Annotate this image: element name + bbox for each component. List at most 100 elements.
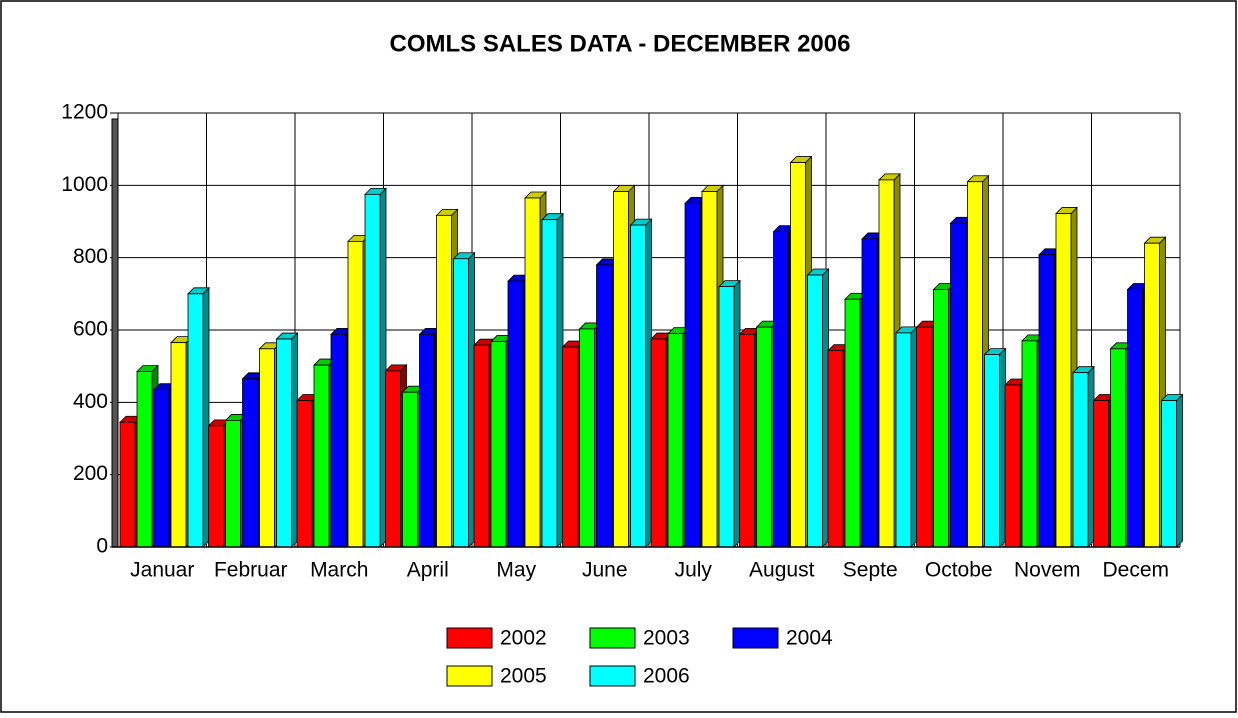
legend-label: 2005: [500, 665, 547, 688]
bar-side: [822, 268, 829, 548]
x-tick-label: Septe: [843, 559, 898, 582]
legend-swatch: [732, 627, 779, 649]
y-tick-label: 200: [73, 462, 108, 485]
legend-swatch: [446, 627, 493, 649]
bar: [1144, 242, 1160, 548]
bar: [1038, 254, 1055, 548]
bar: [208, 425, 224, 548]
bar-side: [1176, 393, 1183, 548]
bar: [1021, 340, 1038, 548]
bar: [827, 350, 844, 548]
bar: [1161, 400, 1177, 548]
bar: [756, 326, 772, 548]
bar: [1004, 384, 1021, 548]
bar: [276, 338, 292, 548]
bar: [967, 181, 983, 548]
y-tick-label: 400: [73, 390, 108, 413]
bar: [153, 389, 170, 548]
bar: [313, 364, 330, 548]
bar: [1127, 289, 1143, 548]
y-tick-label: 0: [96, 535, 108, 558]
bar: [844, 298, 861, 548]
x-tick-label: Februar: [214, 559, 288, 582]
bar: [667, 333, 684, 548]
bar: [242, 378, 258, 548]
x-tick-label: Decem: [1102, 559, 1169, 582]
bar: [630, 224, 646, 548]
bar-side: [1087, 365, 1095, 548]
y-tick-label: 800: [73, 245, 108, 268]
bar: [225, 420, 241, 548]
bar: [790, 162, 806, 548]
bar: [613, 191, 629, 548]
bar-side: [733, 279, 741, 548]
y-tick-label: 600: [73, 318, 108, 341]
bar: [933, 289, 949, 548]
legend-swatch: [589, 665, 636, 687]
y-tick-label: 1000: [61, 173, 108, 196]
bar: [739, 333, 755, 548]
bar: [364, 193, 381, 548]
bar: [490, 341, 507, 548]
bar: [507, 280, 524, 548]
bar: [296, 400, 313, 548]
bar: [347, 240, 364, 548]
bar: [1110, 348, 1126, 548]
bar: [596, 264, 612, 548]
bar: [984, 354, 1000, 548]
bar: [878, 179, 895, 548]
bar: [419, 333, 435, 548]
legend-label: 2002: [500, 627, 547, 650]
bar-side: [556, 212, 564, 548]
legend-swatch: [446, 665, 493, 687]
bar: [330, 333, 347, 548]
axes: 0 200 400 600 800 1000 1200 Januar Februar March A…: [61, 101, 1180, 582]
bar-side: [645, 218, 652, 548]
bar: [861, 238, 878, 548]
x-tick-label: August: [749, 559, 815, 582]
bar: [773, 231, 789, 548]
bar: [119, 421, 136, 548]
bar: [684, 203, 701, 548]
bar: [473, 344, 490, 548]
x-tick-label: April: [407, 559, 449, 582]
bar-side: [910, 325, 918, 548]
bar: [807, 274, 823, 548]
bar: [385, 370, 401, 548]
x-tick-label: Novem: [1014, 559, 1081, 582]
bar-side: [999, 347, 1006, 548]
x-tick-label: June: [582, 559, 628, 582]
x-tick-label: March: [310, 559, 368, 582]
bar: [436, 214, 452, 548]
bar: [1093, 400, 1109, 548]
x-tick-label: May: [496, 559, 536, 582]
x-tick-label: Januar: [130, 559, 194, 582]
bar: [1055, 213, 1072, 548]
bar: [136, 371, 153, 548]
x-tick-label: Octobe: [925, 559, 993, 582]
legend: 2002 2003 2004 2005 2006: [446, 627, 833, 688]
bar: [562, 346, 578, 548]
bar: [402, 391, 418, 548]
bar: [524, 197, 541, 548]
bars: [119, 155, 1184, 548]
bar: [916, 326, 932, 548]
legend-label: 2004: [786, 627, 833, 650]
bar: [718, 286, 735, 548]
bar: [1072, 372, 1089, 548]
bar: [259, 348, 275, 548]
bar: [170, 342, 187, 548]
bar: [701, 191, 718, 548]
y-tick-label: 1200: [61, 101, 108, 124]
y-axis-wall: [111, 118, 119, 548]
legend-label: 2003: [643, 627, 690, 650]
legend-label: 2006: [643, 665, 690, 688]
bar: [453, 258, 469, 548]
bar: [541, 219, 558, 548]
chart-title: COMLS SALES DATA - DECEMBER 2006: [390, 30, 851, 57]
bar: [187, 293, 204, 548]
x-tick-label: July: [675, 559, 713, 582]
bar: [950, 222, 966, 548]
bar: [650, 338, 667, 548]
